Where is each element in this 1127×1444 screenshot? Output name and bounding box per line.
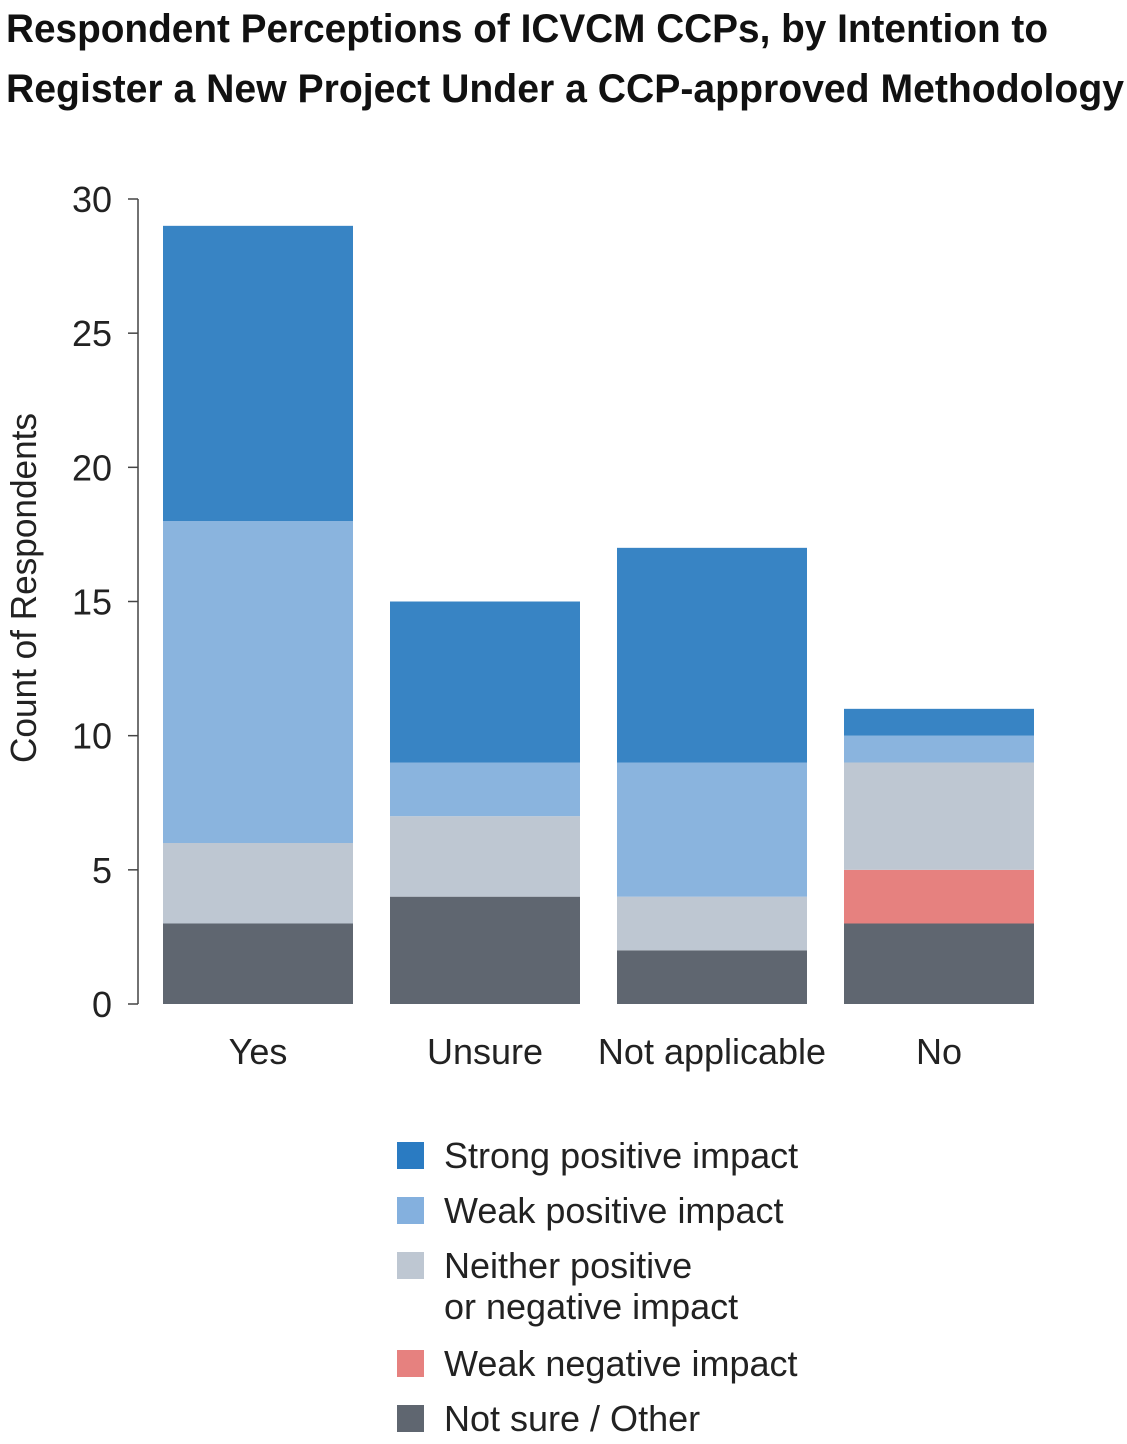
legend-label: Strong positive impact [444,1135,798,1176]
legend-label: Weak positive impact [444,1190,783,1231]
bar-segment [163,225,353,522]
bar-segment [844,762,1034,870]
chart-title-line-2: Register a New Project Under a CCP-appro… [6,67,1125,111]
bar-segment [163,923,353,1004]
bar-segment [844,869,1034,924]
y-axis: 0 5 10 15 20 25 30 [72,179,139,1025]
chart-title-line-1: Respondent Perceptions of ICVCM CCPs, by… [6,7,1048,51]
bar-segment [390,762,580,817]
y-tick-label: 0 [92,984,112,1025]
y-tick-label: 5 [92,850,112,891]
bar-segment [617,950,807,1004]
legend: Strong positive impact Weak positive impa… [397,1135,798,1439]
legend-label: Weak negative impact [444,1343,798,1384]
bar-segment [844,923,1034,1004]
x-axis-labels: Yes Unsure Not applicable No [229,1031,962,1072]
x-tick-label: Unsure [427,1031,543,1072]
legend-swatch [397,1142,424,1169]
bar-segment [844,735,1034,763]
bar-segment [617,762,807,897]
legend-label: or negative impact [444,1286,738,1327]
y-axis-label: Count of Respondents [3,413,44,763]
legend-swatch [397,1252,424,1279]
legend-swatch [397,1405,424,1432]
bar-segment [844,708,1034,736]
bar-segment [617,547,807,763]
y-tick-label: 20 [72,447,112,488]
bars [163,225,1034,1004]
legend-swatch [397,1197,424,1224]
legend-swatch [397,1350,424,1377]
y-tick-label: 10 [72,716,112,757]
bar-segment [163,843,353,924]
legend-label: Not sure / Other [444,1398,700,1439]
y-tick-label: 15 [72,582,112,623]
bar-segment [163,521,353,843]
x-tick-label: Yes [229,1031,288,1072]
y-tick-label: 25 [72,313,112,354]
x-tick-label: No [916,1031,962,1072]
bar-segment [390,816,580,897]
bar-segment [617,896,807,951]
legend-label: Neither positive [444,1245,692,1286]
bar-segment [390,896,580,1004]
x-tick-label: Not applicable [598,1031,826,1072]
y-tick-label: 30 [72,179,112,220]
bar-segment [390,601,580,763]
